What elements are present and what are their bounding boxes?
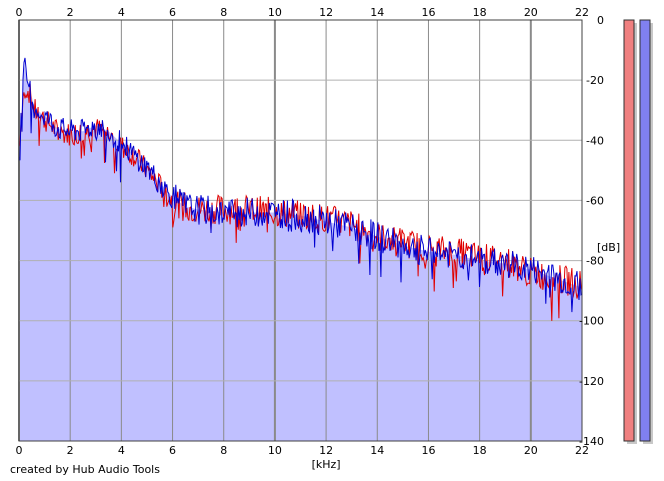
- credit-text: created by Hub Audio Tools: [10, 463, 160, 476]
- level-meters: [623, 19, 653, 444]
- x-tick-label-bottom: 20: [524, 444, 538, 457]
- y-tick-labels: 0 -20 -40 -60 -80 -100 -120 -140: [579, 14, 604, 448]
- x-tick-label-top: 14: [370, 6, 384, 19]
- y-tick-label: 0: [597, 14, 604, 27]
- x-tick-label-bottom: 0: [16, 444, 23, 457]
- x-tick-label-bottom: 18: [473, 444, 487, 457]
- y-tick-label: -120: [579, 375, 604, 388]
- x-tick-label-bottom: 2: [67, 444, 74, 457]
- x-tick-label-bottom: 4: [118, 444, 125, 457]
- x-tick-label-bottom: 12: [319, 444, 333, 457]
- x-tick-label-bottom: 10: [268, 444, 282, 457]
- x-tick-label-bottom: 14: [370, 444, 384, 457]
- plot-border: [18, 19, 583, 442]
- y-tick-label: -100: [579, 315, 604, 328]
- y-tick-label: -20: [586, 74, 604, 87]
- x-tick-label-top: 18: [473, 6, 487, 19]
- x-tick-label-top: 4: [118, 6, 125, 19]
- spectrum-area-fill: [19, 65, 582, 441]
- x-tick-label-bottom: 6: [169, 444, 176, 457]
- x-tick-label-top: 12: [319, 6, 333, 19]
- series-lines: [18, 57, 583, 321]
- area-fill: [19, 65, 582, 441]
- y-tick-label: -60: [586, 194, 604, 207]
- x-tick-labels-bottom: 0 2 4 6 8 10 12 14 16 18 20 22: [16, 444, 590, 457]
- x-tick-label-top: 6: [169, 6, 176, 19]
- x-tick-label-top: 10: [268, 6, 282, 19]
- series-line-1: [18, 57, 583, 313]
- x-tick-label-top: 22: [575, 6, 589, 19]
- meter-bar-left: [623, 19, 635, 442]
- x-tick-label-top: 0: [16, 6, 23, 19]
- grid: [18, 19, 583, 442]
- x-tick-labels-top: 0 2 4 6 8 10 12 14 16 18 20 22: [16, 6, 590, 19]
- y-axis-label: [dB]: [597, 241, 620, 254]
- meter-bar-right: [639, 19, 651, 442]
- x-tick-label-top: 20: [524, 6, 538, 19]
- x-tick-label-bottom: 16: [421, 444, 435, 457]
- y-tick-label: -140: [579, 435, 604, 448]
- x-tick-label-top: 16: [421, 6, 435, 19]
- y-tick-label: -40: [586, 134, 604, 147]
- x-tick-label-top: 2: [67, 6, 74, 19]
- x-tick-label-bottom: 22: [575, 444, 589, 457]
- y-tick-label: -80: [586, 255, 604, 268]
- x-tick-label-top: 8: [220, 6, 227, 19]
- x-axis-label: [kHz]: [312, 458, 341, 471]
- x-tick-label-bottom: 8: [220, 444, 227, 457]
